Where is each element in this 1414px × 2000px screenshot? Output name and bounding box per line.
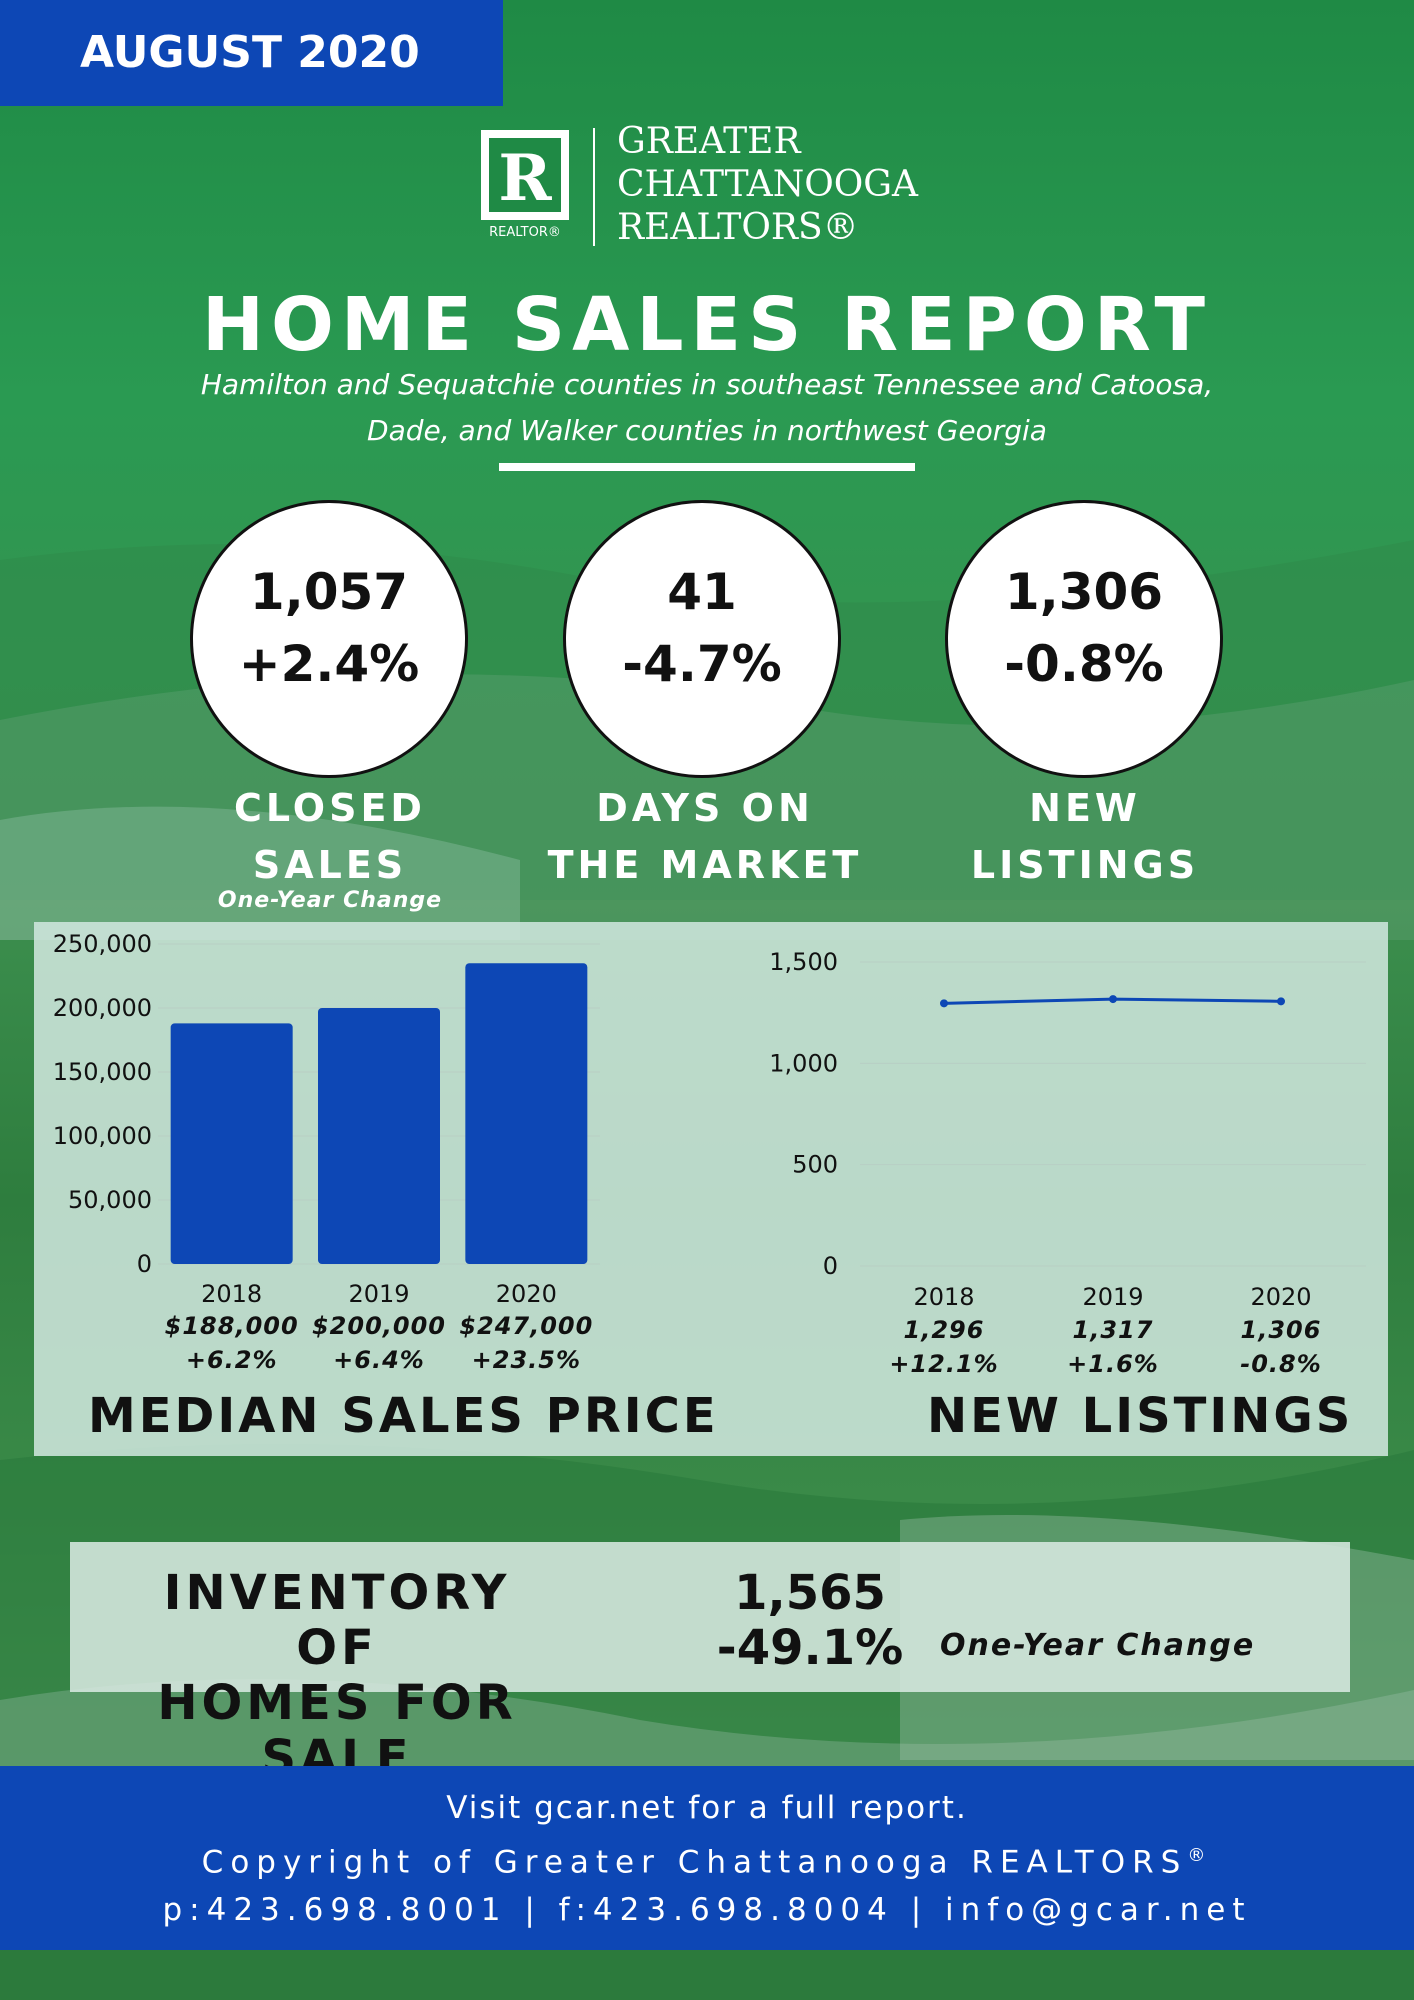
data-point <box>940 999 948 1008</box>
bar <box>318 1008 440 1264</box>
logo-mark: R <box>498 141 552 216</box>
y-tick-label: 1,500 <box>769 948 838 976</box>
change-label: +6.4% <box>333 1346 425 1374</box>
logo-divider <box>593 128 595 246</box>
inventory-note: One-Year Change <box>940 1628 1256 1663</box>
y-tick-label: 200,000 <box>53 994 152 1022</box>
data-point <box>1277 997 1285 1006</box>
report-subtitle: Hamilton and Sequatchie counties in sout… <box>100 362 1314 454</box>
change-label: +12.1% <box>889 1350 998 1378</box>
footer: Visit gcar.net for a full report. Copyri… <box>0 1766 1414 1950</box>
logo-caption: REALTOR® <box>489 225 561 240</box>
inventory-change: -49.1% <box>716 1620 904 1676</box>
kpi-label-days-on-market: DAYS ON THE MARKET <box>540 780 870 894</box>
inventory-value-block: 1,565 -49.1% <box>690 1566 930 1676</box>
y-tick-label: 50,000 <box>68 1186 152 1214</box>
data-point <box>1109 995 1117 1004</box>
y-tick-label: 100,000 <box>53 1122 152 1150</box>
bar <box>465 963 588 1264</box>
x-tick-label: 2019 <box>1082 1283 1143 1311</box>
kpi-label-closed-sales: CLOSED SALES <box>190 780 470 894</box>
bar <box>170 1023 293 1264</box>
kpi-change: -0.8% <box>1004 635 1164 693</box>
org-line: GREATER <box>617 121 801 162</box>
kpi-label-line: NEW <box>1029 786 1141 830</box>
y-tick-label: 0 <box>823 1252 838 1280</box>
new-listings-chart-title: NEW LISTINGS <box>927 1388 1354 1444</box>
inventory-value: 1,565 <box>734 1565 886 1621</box>
change-label: +23.5% <box>472 1346 581 1374</box>
change-label: -0.8% <box>1240 1350 1322 1378</box>
data-label: $247,000 <box>459 1312 593 1340</box>
change-label: +1.6% <box>1067 1350 1159 1378</box>
y-tick-label: 500 <box>792 1151 838 1179</box>
report-month-banner: AUGUST 2020 <box>0 0 503 106</box>
y-tick-label: 1,000 <box>769 1049 838 1077</box>
report-title: HOME SALES REPORT <box>202 282 1212 368</box>
subtitle-line: Hamilton and Sequatchie counties in sout… <box>200 368 1214 401</box>
kpi-closed-sales: 1,057 +2.4% <box>190 500 468 778</box>
inventory-panel: INVENTORY OF HOMES FOR SALE 1,565 -49.1%… <box>70 1542 1350 1786</box>
data-label: 1,296 <box>904 1316 985 1344</box>
data-label: $188,000 <box>165 1312 299 1340</box>
kpi-note: One-Year Change <box>217 888 443 913</box>
x-tick-label: 2018 <box>201 1280 262 1308</box>
kpi-label-line: CLOSED <box>234 786 426 830</box>
subtitle-line: Dade, and Walker counties in northwest G… <box>367 414 1047 447</box>
kpi-change: +2.4% <box>238 635 420 693</box>
y-tick-label: 150,000 <box>53 1058 152 1086</box>
inventory-label-line: HOMES FOR SALE <box>157 1675 517 1786</box>
kpi-new-listings: 1,306 -0.8% <box>945 500 1223 778</box>
inventory-label-line: INVENTORY OF <box>163 1565 511 1676</box>
x-tick-label: 2018 <box>913 1283 974 1311</box>
kpi-label-new-listings: NEW LISTINGS <box>945 780 1225 894</box>
registered-mark: ® <box>1187 1845 1213 1866</box>
charts-panel: 0 50,000 100,000 150,000 200,000 250,000 2018 $… <box>34 922 1388 1456</box>
footer-copyright-text: Copyright of Greater Chattanooga REALTOR… <box>201 1844 1188 1881</box>
footer-contact: p:423.698.8001 | f:423.698.8004 | info@g… <box>162 1892 1252 1929</box>
kpi-value: 1,057 <box>249 563 409 621</box>
x-tick-label: 2020 <box>496 1280 557 1308</box>
kpi-value: 1,306 <box>1004 563 1164 621</box>
kpi-label-line: DAYS ON <box>596 786 814 830</box>
kpi-label-line: THE MARKET <box>547 843 863 887</box>
kpi-value: 41 <box>667 563 737 621</box>
charts-svg: 0 50,000 100,000 150,000 200,000 250,000 2018 $… <box>53 930 1366 1378</box>
x-tick-label: 2019 <box>348 1280 409 1308</box>
title-divider <box>499 463 915 471</box>
data-label: 1,306 <box>1241 1316 1322 1344</box>
x-tick-label: 2020 <box>1250 1283 1311 1311</box>
org-line: REALTORS® <box>617 207 859 248</box>
data-label: $200,000 <box>312 1312 446 1340</box>
inventory-label: INVENTORY OF HOMES FOR SALE <box>122 1566 552 1786</box>
realtor-logo-icon: R REALTOR® <box>481 130 569 240</box>
kpi-days-on-market: 41 -4.7% <box>563 500 841 778</box>
footer-visit-text: Visit gcar.net for a full report. <box>446 1790 968 1826</box>
kpi-label-line: SALES <box>252 843 408 887</box>
organization-name: GREATER CHATTANOOGA REALTORS® <box>617 120 918 249</box>
change-label: +6.2% <box>186 1346 278 1374</box>
median-price-chart-title: MEDIAN SALES PRICE <box>88 1388 719 1444</box>
y-tick-label: 250,000 <box>53 930 152 958</box>
y-tick-label: 0 <box>137 1250 152 1278</box>
footer-copyright: Copyright of Greater Chattanooga REALTOR… <box>0 1832 1414 1886</box>
kpi-label-line: LISTINGS <box>970 843 1200 887</box>
org-line: CHATTANOOGA <box>617 164 918 205</box>
kpi-change: -4.7% <box>622 635 782 693</box>
data-label: 1,317 <box>1073 1316 1154 1344</box>
